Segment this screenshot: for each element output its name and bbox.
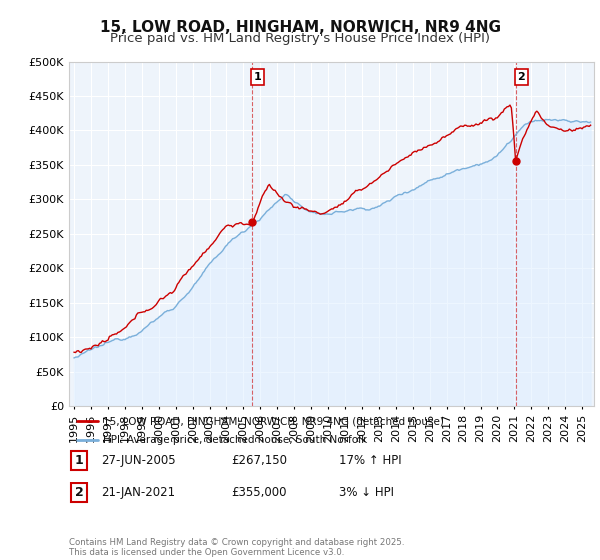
FancyBboxPatch shape <box>71 451 87 470</box>
Text: £267,150: £267,150 <box>231 454 287 467</box>
Text: 15, LOW ROAD, HINGHAM, NORWICH, NR9 4NG: 15, LOW ROAD, HINGHAM, NORWICH, NR9 4NG <box>100 20 500 35</box>
Text: 1: 1 <box>74 454 83 467</box>
Text: 2: 2 <box>517 72 525 82</box>
Text: 17% ↑ HPI: 17% ↑ HPI <box>339 454 401 467</box>
Text: 27-JUN-2005: 27-JUN-2005 <box>101 454 175 467</box>
Text: 2: 2 <box>74 486 83 500</box>
Text: 1: 1 <box>253 72 261 82</box>
FancyBboxPatch shape <box>71 483 87 502</box>
Text: £355,000: £355,000 <box>231 486 287 500</box>
Text: Price paid vs. HM Land Registry's House Price Index (HPI): Price paid vs. HM Land Registry's House … <box>110 32 490 45</box>
Text: Contains HM Land Registry data © Crown copyright and database right 2025.
This d: Contains HM Land Registry data © Crown c… <box>69 538 404 557</box>
Text: 15, LOW ROAD, HINGHAM, NORWICH, NR9 4NG (detached house): 15, LOW ROAD, HINGHAM, NORWICH, NR9 4NG … <box>103 417 444 426</box>
Text: 3% ↓ HPI: 3% ↓ HPI <box>339 486 394 500</box>
Text: HPI: Average price, detached house, South Norfolk: HPI: Average price, detached house, Sout… <box>103 435 367 445</box>
Text: 21-JAN-2021: 21-JAN-2021 <box>101 486 175 500</box>
